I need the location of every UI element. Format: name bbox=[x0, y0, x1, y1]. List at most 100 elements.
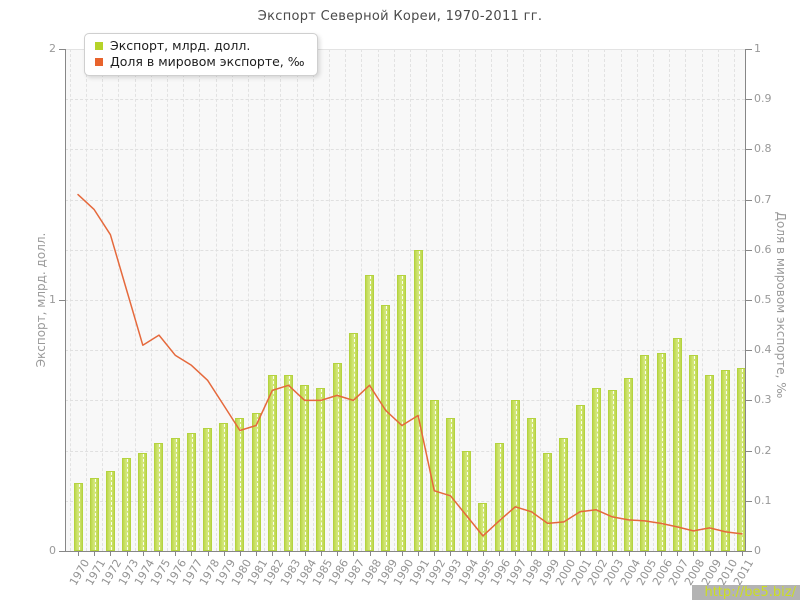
x-tick bbox=[191, 552, 192, 556]
y-axis-line-left bbox=[65, 49, 66, 552]
y-right-tick-label: 0.2 bbox=[754, 444, 772, 457]
x-tick bbox=[693, 552, 694, 556]
x-tick bbox=[677, 552, 678, 556]
y-right-tick bbox=[746, 350, 752, 351]
y-right-tick-label: 0.1 bbox=[754, 494, 772, 507]
bar-1991 bbox=[414, 250, 423, 551]
y-right-tick bbox=[746, 300, 752, 301]
bar-1972 bbox=[106, 471, 115, 551]
bar-1974 bbox=[138, 453, 147, 551]
bar-1979 bbox=[219, 423, 228, 551]
x-tick bbox=[127, 552, 128, 556]
share-series-swatch bbox=[95, 58, 103, 66]
horizontal-gridline bbox=[65, 200, 745, 201]
bar-1982 bbox=[268, 375, 277, 551]
chart-title: Экспорт Северной Кореи, 1970-2011 гг. bbox=[257, 9, 543, 24]
y-right-tick-label: 0.4 bbox=[754, 343, 772, 356]
plot-top-border bbox=[66, 49, 745, 50]
x-tick bbox=[402, 552, 403, 556]
x-tick bbox=[661, 552, 662, 556]
bar-1984 bbox=[300, 385, 309, 551]
x-tick bbox=[78, 552, 79, 556]
x-tick bbox=[272, 552, 273, 556]
x-tick bbox=[418, 552, 419, 556]
y-left-tick-label: 2 bbox=[49, 42, 56, 55]
x-tick bbox=[386, 552, 387, 556]
y-right-tick bbox=[746, 551, 752, 552]
y-left-tick bbox=[59, 49, 65, 50]
x-tick bbox=[289, 552, 290, 556]
legend-item-exports: Экспорт, млрд. долл. bbox=[95, 38, 305, 54]
y-right-tick-label: 0.8 bbox=[754, 142, 772, 155]
x-tick bbox=[467, 552, 468, 556]
y-right-tick-label: 0.5 bbox=[754, 293, 772, 306]
x-tick bbox=[726, 552, 727, 556]
x-tick bbox=[710, 552, 711, 556]
x-tick bbox=[483, 552, 484, 556]
bar-1986 bbox=[333, 363, 342, 551]
x-axis-line bbox=[65, 551, 746, 552]
bar-1995 bbox=[478, 503, 487, 551]
x-tick bbox=[742, 552, 743, 556]
horizontal-gridline bbox=[65, 250, 745, 251]
y-right-tick bbox=[746, 99, 752, 100]
x-tick bbox=[499, 552, 500, 556]
bar-2003 bbox=[608, 390, 617, 551]
y-right-tick bbox=[746, 501, 752, 502]
x-tick bbox=[596, 552, 597, 556]
bar-1970 bbox=[74, 483, 83, 551]
bar-1973 bbox=[122, 458, 131, 551]
x-tick bbox=[208, 552, 209, 556]
bar-2000 bbox=[559, 438, 568, 551]
bar-1985 bbox=[316, 388, 325, 551]
x-tick bbox=[175, 552, 176, 556]
y-right-tick bbox=[746, 49, 752, 50]
y-left-tick bbox=[59, 300, 65, 301]
x-tick bbox=[337, 552, 338, 556]
x-tick bbox=[143, 552, 144, 556]
bar-1997 bbox=[511, 400, 520, 551]
exports-series-swatch bbox=[95, 42, 103, 50]
y-right-tick-label: 0.7 bbox=[754, 193, 772, 206]
y-right-tick bbox=[746, 149, 752, 150]
bar-1988 bbox=[365, 275, 374, 551]
y-right-tick-label: 0.3 bbox=[754, 393, 772, 406]
bar-2001 bbox=[576, 405, 585, 551]
bar-1993 bbox=[446, 418, 455, 551]
bar-1977 bbox=[187, 433, 196, 551]
bar-1978 bbox=[203, 428, 212, 551]
bar-1987 bbox=[349, 333, 358, 551]
x-tick bbox=[564, 552, 565, 556]
bar-2009 bbox=[705, 375, 714, 551]
y-left-tick-label: 0 bbox=[49, 544, 56, 557]
x-tick bbox=[240, 552, 241, 556]
x-tick bbox=[612, 552, 613, 556]
x-tick bbox=[531, 552, 532, 556]
bar-1998 bbox=[527, 418, 536, 551]
y-right-tick bbox=[746, 400, 752, 401]
plot-area[interactable] bbox=[65, 49, 746, 551]
x-tick bbox=[645, 552, 646, 556]
x-tick bbox=[548, 552, 549, 556]
y-right-tick-label: 0.9 bbox=[754, 92, 772, 105]
y-right-tick-label: 1 bbox=[754, 42, 761, 55]
x-tick bbox=[434, 552, 435, 556]
bar-1996 bbox=[495, 443, 504, 551]
y-right-tick-label: 0.6 bbox=[754, 243, 772, 256]
bar-2007 bbox=[673, 338, 682, 551]
x-tick bbox=[159, 552, 160, 556]
bar-1976 bbox=[171, 438, 180, 551]
bar-1980 bbox=[235, 418, 244, 551]
bar-2004 bbox=[624, 378, 633, 551]
horizontal-gridline bbox=[65, 149, 745, 150]
x-tick bbox=[580, 552, 581, 556]
y-axis-line-right bbox=[745, 49, 746, 552]
watermark-link[interactable]: http://be5.biz/ bbox=[692, 585, 800, 600]
x-tick bbox=[224, 552, 225, 556]
legend-item-share-label: Доля в мировом экспорте, ‰ bbox=[110, 54, 305, 69]
x-tick bbox=[629, 552, 630, 556]
y-left-tick bbox=[59, 551, 65, 552]
bar-2002 bbox=[592, 388, 601, 551]
bar-1971 bbox=[90, 478, 99, 551]
